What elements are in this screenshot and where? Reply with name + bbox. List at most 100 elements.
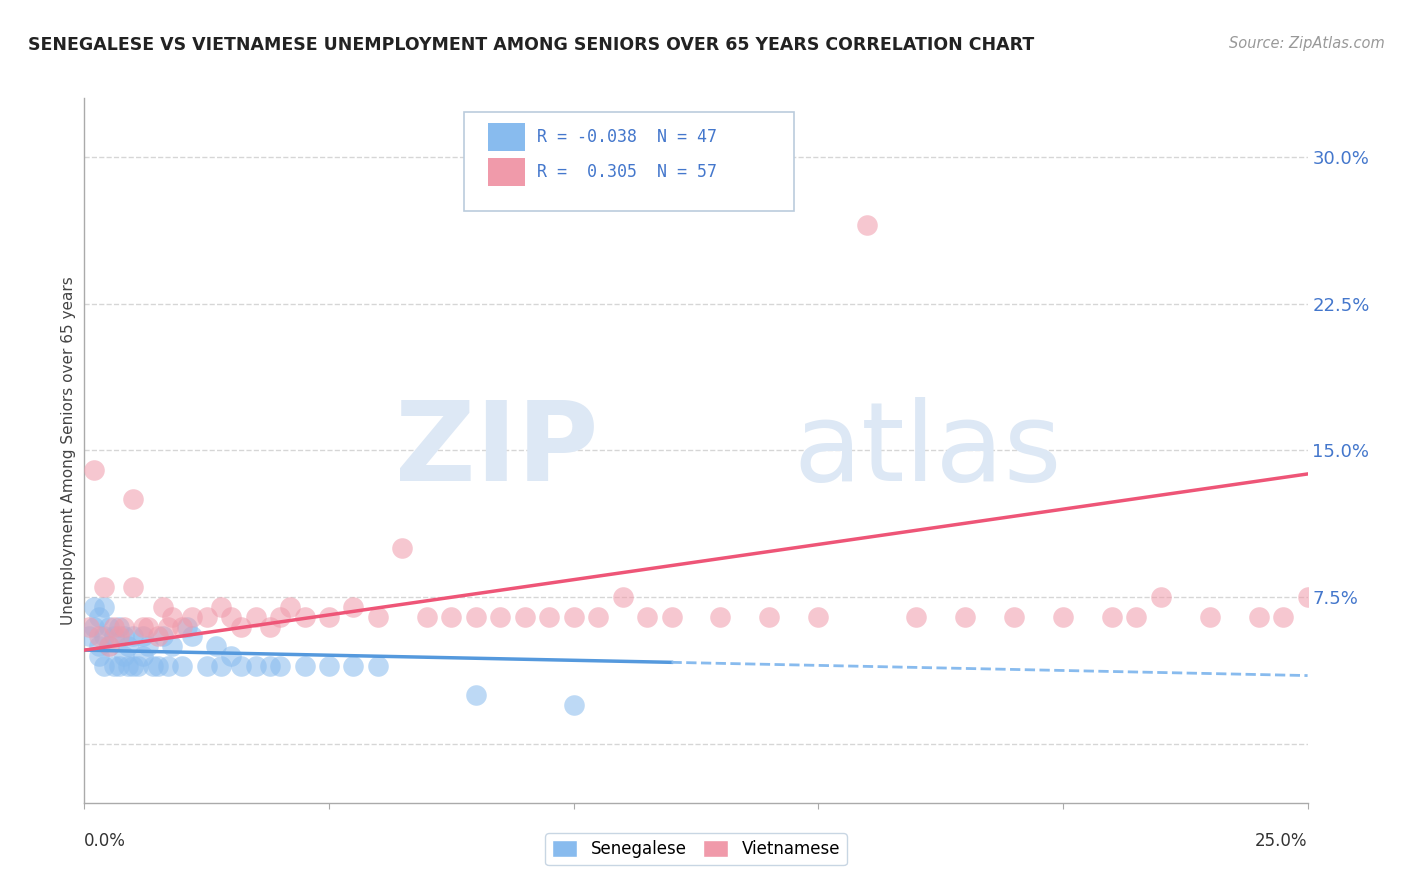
Point <box>1247 610 1270 624</box>
Point <box>87 610 110 624</box>
Point <box>146 658 169 673</box>
Point <box>136 639 159 653</box>
Point <box>1150 591 1173 605</box>
Point <box>93 600 115 615</box>
Point <box>1272 610 1295 624</box>
Point <box>562 610 585 624</box>
Point <box>391 541 413 556</box>
Point <box>209 658 232 673</box>
Point <box>440 610 463 624</box>
Point <box>259 619 281 633</box>
Point <box>112 619 135 633</box>
Point <box>758 610 780 624</box>
Point <box>1198 610 1220 624</box>
Point <box>953 610 976 624</box>
Point <box>146 629 169 643</box>
Point <box>122 492 145 507</box>
Point <box>905 610 928 624</box>
Point <box>77 629 100 643</box>
Point <box>93 581 115 595</box>
Point <box>156 658 179 673</box>
Point <box>97 639 120 653</box>
Point <box>856 219 879 233</box>
Point <box>122 581 145 595</box>
Point <box>661 610 683 624</box>
Point <box>107 658 129 673</box>
Point <box>1002 610 1025 624</box>
Point <box>122 658 145 673</box>
Text: R =  0.305  N = 57: R = 0.305 N = 57 <box>537 163 717 181</box>
Point <box>416 610 439 624</box>
Point <box>117 658 139 673</box>
Point <box>83 619 105 633</box>
Point <box>586 610 609 624</box>
Point <box>172 658 194 673</box>
Point <box>367 610 389 624</box>
Point <box>132 619 155 633</box>
Point <box>87 648 110 663</box>
Point <box>181 610 204 624</box>
Point <box>209 600 232 615</box>
FancyBboxPatch shape <box>488 123 524 151</box>
Point <box>162 639 184 653</box>
Point <box>127 658 149 673</box>
Point <box>103 629 125 643</box>
FancyBboxPatch shape <box>488 158 524 186</box>
Point <box>107 619 129 633</box>
Point <box>87 639 110 653</box>
Point <box>195 610 218 624</box>
Point <box>172 619 194 633</box>
Point <box>1125 610 1147 624</box>
Point <box>205 639 228 653</box>
Text: 0.0%: 0.0% <box>84 832 127 850</box>
Point <box>195 658 218 673</box>
Point <box>103 619 125 633</box>
Point <box>562 698 585 712</box>
Point <box>132 648 155 663</box>
Point <box>176 619 198 633</box>
Point <box>77 619 100 633</box>
Point <box>162 610 184 624</box>
Point <box>93 629 115 643</box>
Text: ZIP: ZIP <box>395 397 598 504</box>
Text: R = -0.038  N = 47: R = -0.038 N = 47 <box>537 128 717 146</box>
Point <box>103 658 125 673</box>
Point <box>219 610 242 624</box>
Point <box>122 629 145 643</box>
Point <box>87 629 110 643</box>
Point <box>489 610 512 624</box>
Point <box>117 639 139 653</box>
Point <box>318 610 340 624</box>
Point <box>278 600 301 615</box>
Point <box>513 610 536 624</box>
Point <box>259 658 281 673</box>
Point <box>132 629 155 643</box>
Point <box>152 629 174 643</box>
Point <box>112 648 135 663</box>
Point <box>1101 610 1123 624</box>
Point <box>464 610 486 624</box>
Point <box>807 610 830 624</box>
Point <box>229 658 252 673</box>
Point <box>97 619 120 633</box>
Legend: Senegalese, Vietnamese: Senegalese, Vietnamese <box>546 833 846 865</box>
Point <box>367 658 389 673</box>
Point <box>318 658 340 673</box>
Point <box>636 610 658 624</box>
Text: SENEGALESE VS VIETNAMESE UNEMPLOYMENT AMONG SENIORS OVER 65 YEARS CORRELATION CH: SENEGALESE VS VIETNAMESE UNEMPLOYMENT AM… <box>28 36 1035 54</box>
Point <box>112 629 135 643</box>
Point <box>83 463 105 477</box>
FancyBboxPatch shape <box>464 112 794 211</box>
Point <box>136 619 159 633</box>
Text: 25.0%: 25.0% <box>1256 832 1308 850</box>
Point <box>142 658 165 673</box>
Point <box>709 610 731 624</box>
Point <box>152 600 174 615</box>
Text: atlas: atlas <box>794 397 1063 504</box>
Point <box>219 648 242 663</box>
Point <box>269 658 291 673</box>
Point <box>1052 610 1074 624</box>
Text: Source: ZipAtlas.com: Source: ZipAtlas.com <box>1229 36 1385 51</box>
Point <box>107 629 129 643</box>
Point <box>342 658 364 673</box>
